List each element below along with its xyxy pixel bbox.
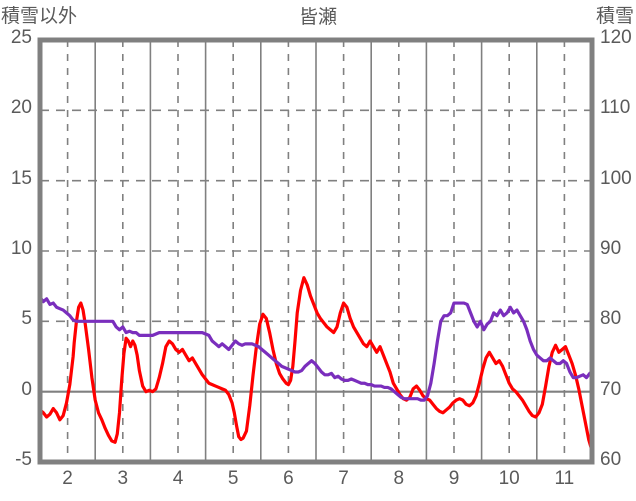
y-axis-left-tick-label: 25 (10, 27, 32, 48)
x-axis-tick-label: 2 (62, 468, 73, 489)
x-axis-tick-label: 3 (117, 468, 129, 489)
chart-title: 皆瀬 (298, 7, 337, 28)
y-axis-left-tick-label: 5 (21, 308, 32, 330)
x-axis-tick-label: 9 (448, 468, 460, 489)
left-axis-title: 積雪以外 (1, 6, 78, 27)
x-axis-tick-label: 5 (227, 468, 239, 489)
plot-frame-rect (37, 37, 595, 465)
x-axis-tick-label: 7 (338, 468, 349, 489)
y-axis-right-tick-label: 110 (600, 97, 631, 119)
y-axis-right-tick-label: 100 (600, 167, 632, 189)
grid-layer (40, 40, 592, 462)
y-axis-right-tick-label: 80 (600, 308, 622, 330)
y-axis-right-tick-label: 70 (600, 378, 622, 400)
x-axis-tick-label: 10 (498, 468, 520, 489)
series-layer (38, 276, 594, 453)
y-axis-left-tick-label: 0 (21, 378, 32, 400)
y-axis-left-tick-label: 10 (10, 238, 32, 259)
x-axis-tick-label: 8 (393, 468, 405, 489)
y-axis-left-tick-label: -5 (15, 449, 32, 470)
series-line-temperature (38, 276, 594, 453)
x-axis-tick-label: 11 (554, 468, 575, 489)
y-axis-left-tick-label: 15 (10, 167, 32, 189)
y-axis-right-tick-label: 90 (600, 238, 622, 259)
y-axis-right-tick-label: 120 (600, 27, 632, 48)
plot-frame (37, 37, 595, 465)
y-axis-right-tick-label: 60 (600, 449, 622, 470)
series-line-snow (38, 295, 594, 402)
y-axis-left-tick-label: 20 (10, 97, 32, 119)
right-axis-title: 積雪 (595, 6, 634, 27)
x-axis-tick-label: 4 (172, 468, 184, 489)
x-axis-tick-label: 6 (283, 468, 294, 489)
